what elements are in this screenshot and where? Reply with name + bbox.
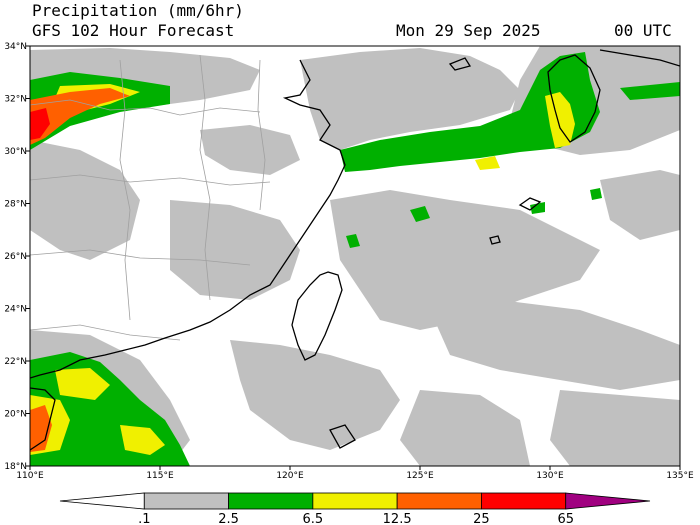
map-title: Precipitation (mm/6hr) <box>32 1 244 20</box>
colorbar-segment <box>565 492 651 510</box>
coastlines <box>30 49 680 451</box>
lat-tick-label: 34°N <box>4 42 27 52</box>
lat-tick-label: 30°N <box>4 147 27 157</box>
colorbar-segment <box>396 492 482 510</box>
province-boundaries <box>30 54 271 341</box>
longitude-axis: 110°E 115°E 120°E 125°E 130°E 135°E <box>16 466 694 481</box>
colorbar-level-label: 6.5 <box>303 512 324 525</box>
forecast-date: Mon 29 Sep 2025 <box>396 21 541 40</box>
colorbar-segment <box>143 492 229 510</box>
precipitation-colorbar: .1 2.5 6.5 12.5 25 65 <box>59 492 651 525</box>
lat-tick-label: 22°N <box>4 357 27 367</box>
latitude-axis: 18°N 20°N 22°N 24°N 26°N 28°N 30°N 32°N 34°N <box>4 42 30 472</box>
colorbar-level-label: 12.5 <box>383 512 412 525</box>
colorbar-level-label: 25 <box>473 512 490 525</box>
lon-tick-label: 135°E <box>666 471 694 481</box>
colorbar-level-label: 65 <box>557 512 574 525</box>
lon-tick-label: 120°E <box>276 471 304 481</box>
lon-tick-label: 110°E <box>16 471 44 481</box>
lat-tick-label: 24°N <box>4 305 27 315</box>
colorbar-level-label: .1 <box>138 512 150 525</box>
forecast-subtitle: GFS 102 Hour Forecast <box>32 21 235 40</box>
lat-tick-label: 26°N <box>4 252 27 262</box>
colorbar-segment <box>228 492 314 510</box>
lat-tick-label: 28°N <box>4 200 27 210</box>
lon-tick-label: 130°E <box>536 471 564 481</box>
forecast-time: 00 UTC <box>614 21 672 40</box>
colorbar-segment <box>312 492 398 510</box>
colorbar-segment <box>59 492 145 510</box>
lat-tick-label: 32°N <box>4 95 27 105</box>
lat-tick-label: 18°N <box>4 462 27 472</box>
precipitation-field <box>30 46 680 466</box>
lat-tick-label: 20°N <box>4 410 27 420</box>
colorbar-level-label: 2.5 <box>218 512 239 525</box>
lon-tick-label: 115°E <box>146 471 174 481</box>
lon-tick-label: 125°E <box>406 471 434 481</box>
colorbar-segment <box>481 492 567 510</box>
